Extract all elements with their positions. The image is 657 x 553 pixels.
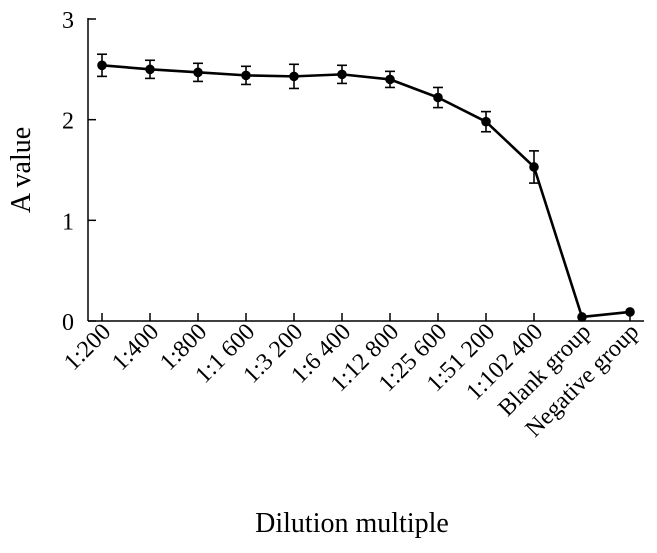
x-tick-label: 1:400 xyxy=(107,319,164,376)
plot-area xyxy=(97,53,635,322)
data-point xyxy=(433,92,443,103)
axes xyxy=(87,18,644,322)
data-point xyxy=(289,71,299,82)
data-point xyxy=(193,67,203,78)
data-point xyxy=(481,116,491,127)
y-tick-label: 1 xyxy=(62,209,74,235)
y-axis-label: A value xyxy=(6,127,37,213)
y-tick-label: 2 xyxy=(62,109,74,135)
data-point xyxy=(241,70,251,81)
data-point xyxy=(337,69,347,80)
data-point xyxy=(145,64,155,75)
y-ticks: 0 1 2 3 xyxy=(62,8,96,336)
series-line xyxy=(101,64,631,319)
y-tick-label: 0 xyxy=(62,310,74,336)
data-point xyxy=(625,307,635,317)
x-axis-label: Dilution multiple xyxy=(255,508,449,539)
data-point xyxy=(577,312,587,322)
data-point xyxy=(97,60,107,71)
data-point xyxy=(529,162,539,172)
y-tick-label: 3 xyxy=(62,8,74,34)
data-point xyxy=(385,74,395,85)
